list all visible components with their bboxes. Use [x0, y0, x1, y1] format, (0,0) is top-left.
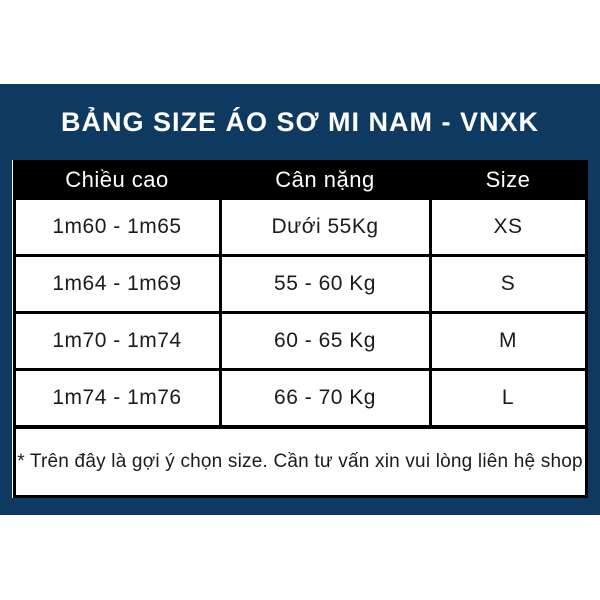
height-cell: 1m74 - 1m76: [12, 368, 222, 429]
size-cell: S: [428, 254, 588, 314]
height-cell: 1m60 - 1m65: [12, 197, 222, 257]
size-cell: M: [428, 311, 588, 371]
weight-cell: Dưới 55Kg: [218, 197, 432, 257]
size-chart-body: Chiều cao Cân nặng Size 1m60 - 1m65 Dưới…: [12, 160, 588, 498]
table-row: 1m74 - 1m76 66 - 70 Kg L: [12, 368, 588, 429]
note-row: * Trên đây là gợi ý chọn size. Cần tư vấ…: [12, 425, 588, 498]
weight-cell: 66 - 70 Kg: [218, 368, 432, 429]
header-cell-weight: Cân nặng: [218, 160, 432, 200]
header-cell-size: Size: [428, 160, 588, 200]
size-note-text: * Trên đây là gợi ý chọn size. Cần tư vấ…: [12, 425, 588, 498]
header-row: Chiều cao Cân nặng Size: [12, 160, 588, 200]
weight-cell: 60 - 65 Kg: [218, 311, 432, 371]
size-table: Chiều cao Cân nặng Size 1m60 - 1m65 Dưới…: [12, 160, 588, 498]
table-row: 1m70 - 1m74 60 - 65 Kg M: [12, 311, 588, 371]
header-cell-height: Chiều cao: [12, 160, 222, 200]
size-cell: L: [428, 368, 588, 429]
height-cell: 1m70 - 1m74: [12, 311, 222, 371]
weight-cell: 55 - 60 Kg: [218, 254, 432, 314]
size-chart-panel: BẢNG SIZE ÁO SƠ MI NAM - VNXK Chiều cao …: [0, 84, 600, 515]
size-cell: XS: [428, 197, 588, 257]
height-cell: 1m64 - 1m69: [12, 254, 222, 314]
table-row: 1m64 - 1m69 55 - 60 Kg S: [12, 254, 588, 314]
size-chart-title: BẢNG SIZE ÁO SƠ MI NAM - VNXK: [60, 107, 540, 137]
table-row: 1m60 - 1m65 Dưới 55Kg XS: [12, 197, 588, 257]
